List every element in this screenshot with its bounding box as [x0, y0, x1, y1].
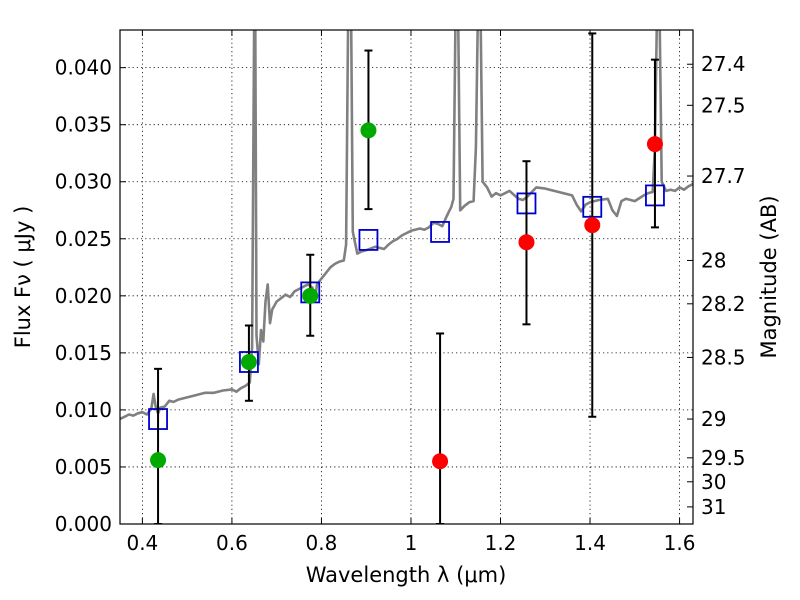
x-tick-label: 0.8	[306, 531, 338, 555]
y-tick-label: 0.035	[55, 113, 112, 137]
grid	[120, 30, 693, 525]
plot-area	[120, 30, 693, 524]
y-tick-label: 0.020	[55, 284, 112, 308]
detection-point	[302, 287, 319, 304]
y-axis-title: Flux Fν ( μJy )	[11, 206, 35, 349]
detection-point	[240, 353, 257, 370]
y2-tick-label: 31	[701, 495, 726, 519]
y2-tick-label: 28.2	[701, 292, 746, 316]
nondetection-point	[646, 136, 663, 153]
nondetection-point	[432, 453, 449, 470]
y2-tick-label: 29	[701, 407, 726, 431]
y2-tick-label: 30	[701, 470, 726, 494]
y2-tick-label: 27.5	[701, 93, 746, 117]
y-tick-label: 0.015	[55, 341, 112, 365]
x-tick-label: 1.2	[485, 531, 517, 555]
template-spectrum-line	[120, 30, 693, 421]
y2-tick-label: 28.5	[701, 345, 746, 369]
y-tick-label: 0.025	[55, 227, 112, 251]
plot-frame	[119, 29, 694, 525]
y-tick-label: 0.000	[55, 512, 112, 536]
y-tick-label: 0.005	[55, 455, 112, 479]
y2-tick-label: 27.7	[701, 164, 746, 188]
x-tick-label: 1.6	[664, 531, 696, 555]
y2-tick-label: 28	[701, 248, 726, 272]
y2-axis-title: Magnitude (AB)	[757, 195, 781, 358]
nondetection-point	[584, 217, 601, 234]
x-tick-label: 1.4	[574, 531, 606, 555]
axes: 0.4 0.6 0.8 1 1.2 1.4 1.6 0.000 0.005 0.010 0.015 0…	[55, 30, 746, 555]
y2-tick-label: 29.5	[701, 446, 746, 470]
x-tick-label: 1	[405, 531, 418, 555]
y-tick-label: 0.030	[55, 170, 112, 194]
model-photometry-square	[430, 221, 450, 243]
nondetection-point	[518, 234, 535, 251]
y2-tick-label: 27.4	[701, 52, 746, 76]
y-tick-label: 0.040	[55, 56, 112, 80]
x-axis-title: Wavelength λ (μm)	[306, 563, 507, 587]
x-tick-label: 0.6	[216, 531, 248, 555]
detection-point	[360, 122, 377, 139]
x-tick-label: 0.4	[126, 531, 158, 555]
y-tick-label: 0.010	[55, 398, 112, 422]
model-photometry-square	[358, 229, 379, 251]
detection-point	[150, 452, 167, 469]
